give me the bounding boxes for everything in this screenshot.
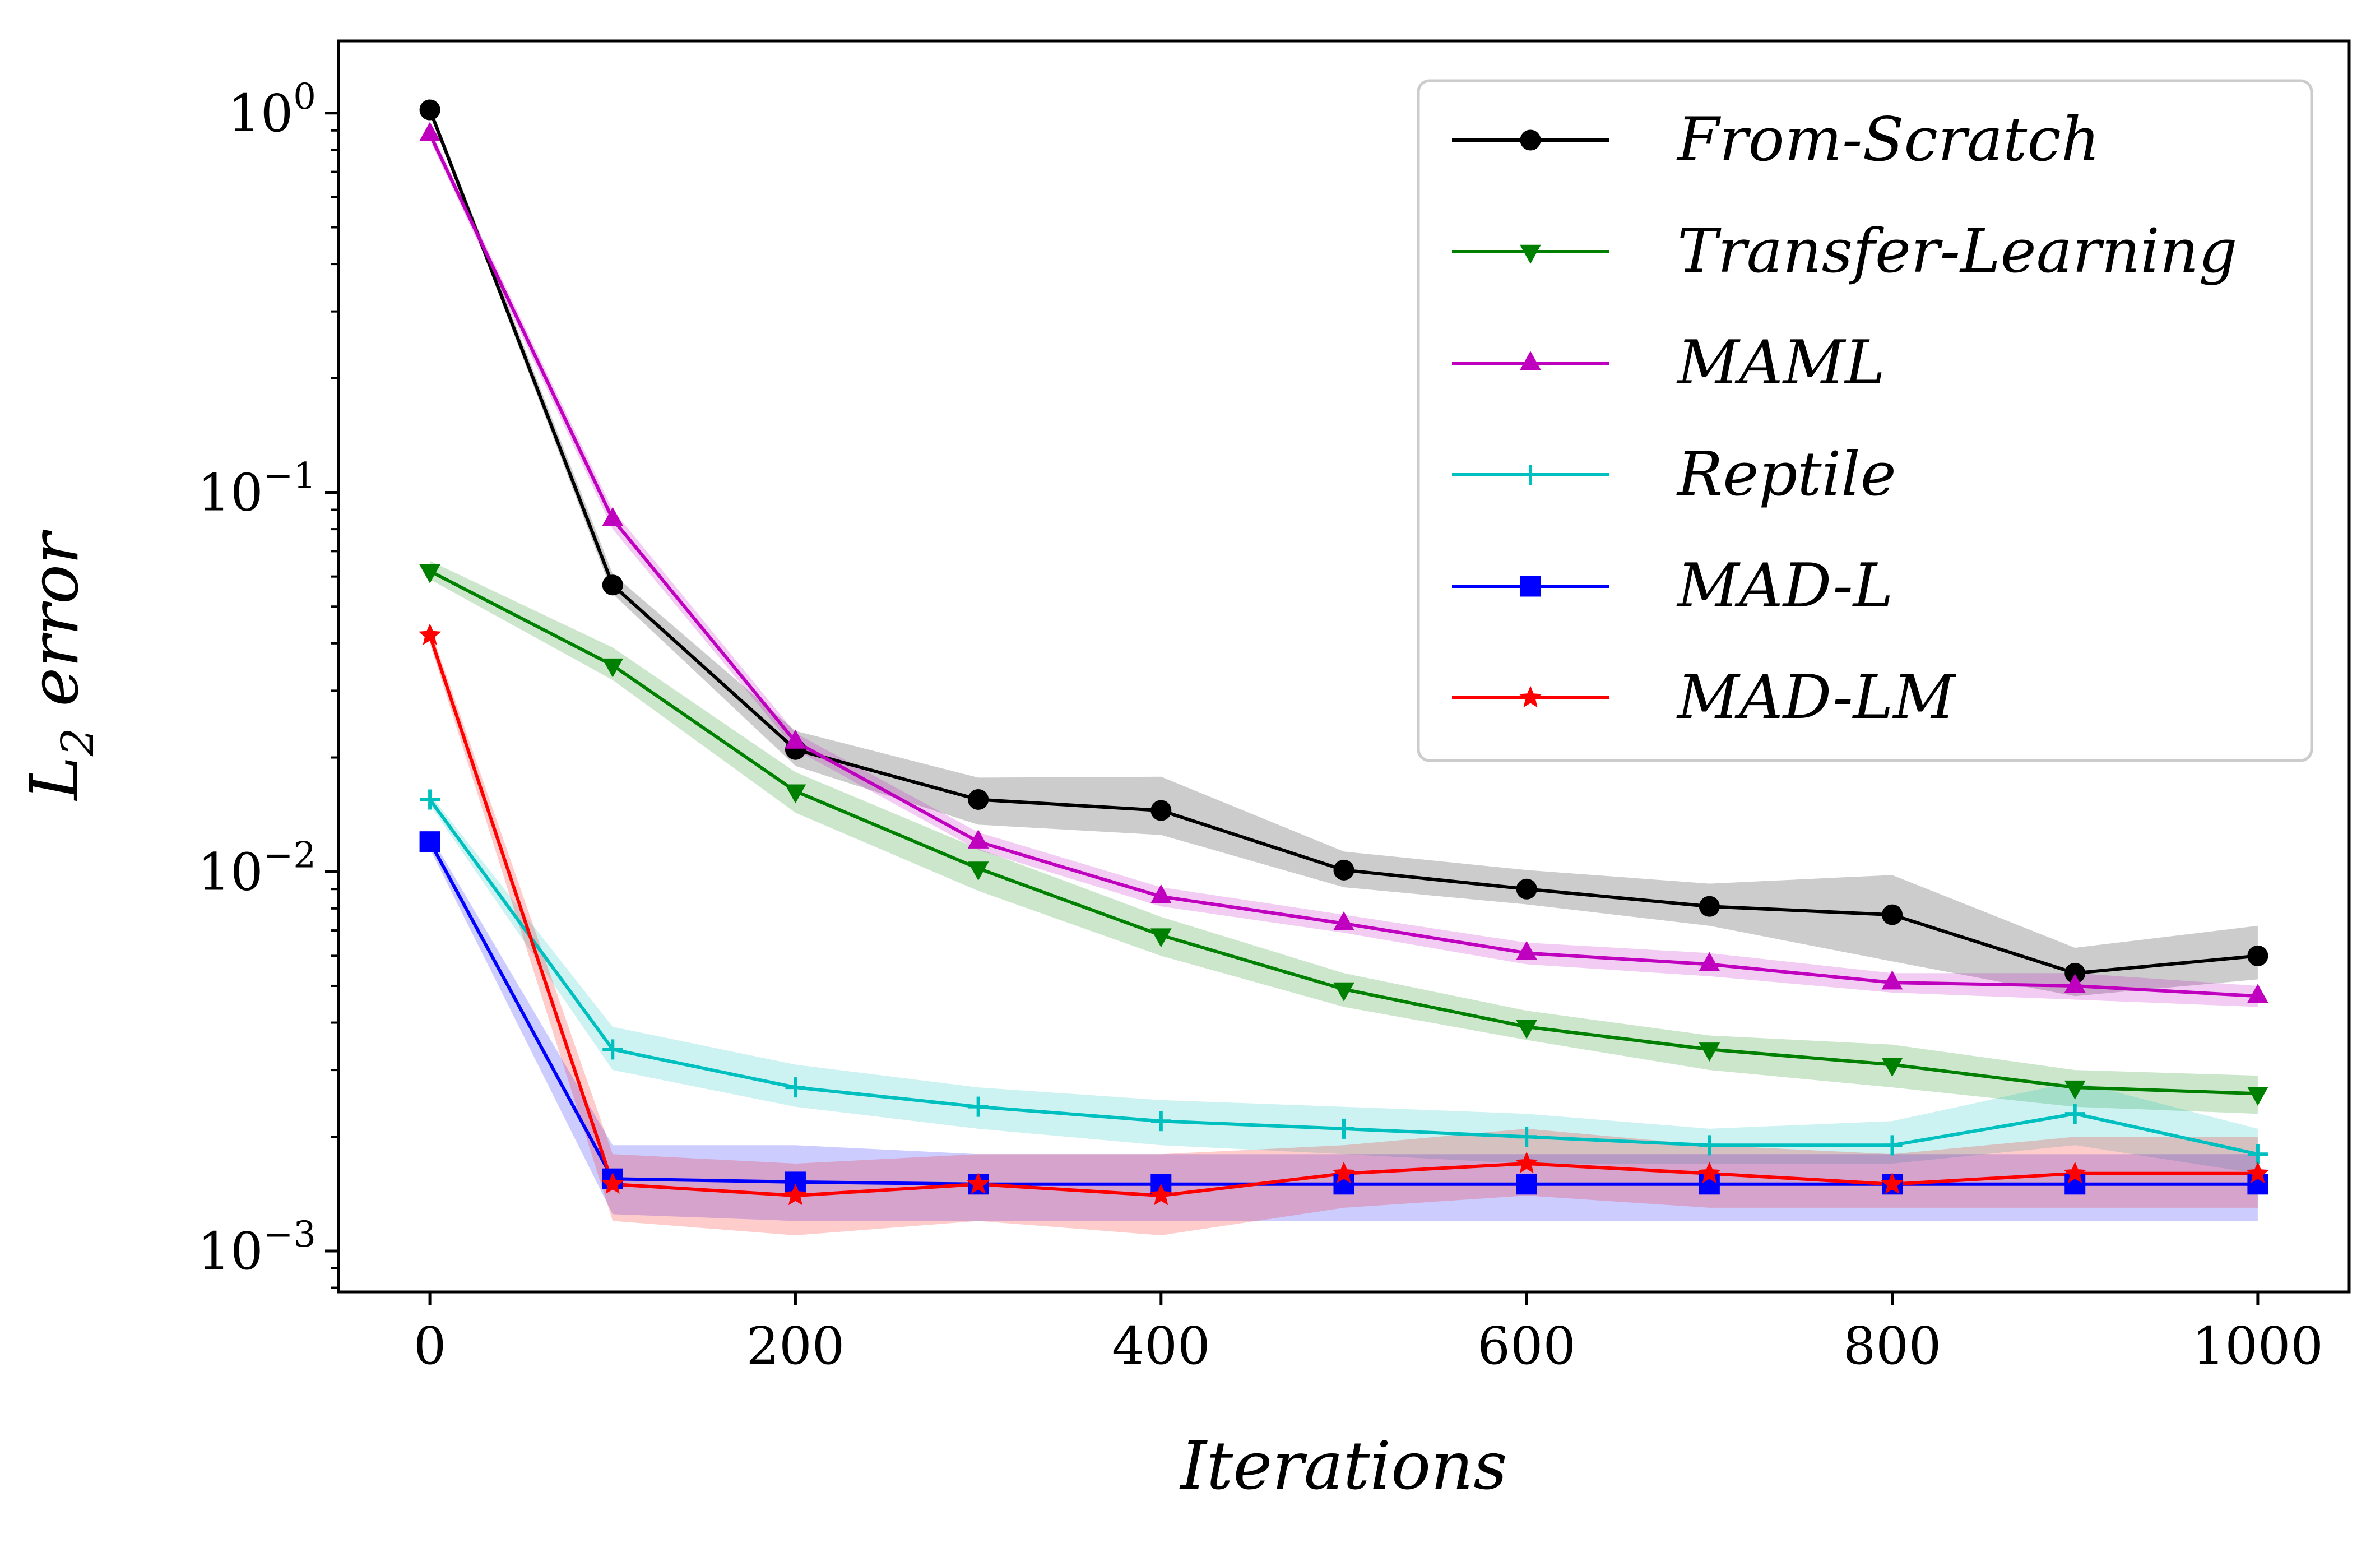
point-reptile [420,789,440,810]
point-reptile [2247,1144,2268,1165]
point-mad-lm [967,1172,990,1194]
legend-label: MAD-L [1676,551,1893,621]
x-tick-label: 0 [414,1316,447,1376]
legend-marker [1520,244,1541,264]
legend-label: MAD-LM [1676,662,1956,733]
point-from-scratch [1516,878,1537,900]
x-axis: 0 200 400 600 800 1000 [414,1292,2323,1376]
point-reptile [1334,1118,1354,1139]
x-tick-label: 400 [1112,1316,1210,1376]
legend-label: MAML [1676,328,1885,398]
point-reptile [2064,1104,2085,1124]
point-transfer-learning [419,564,440,583]
point-maml [1881,970,1903,990]
point-maml [419,122,440,141]
y-tick-label: 10−3 [198,1214,316,1281]
point-maml [2064,974,2086,993]
point-reptile [1882,1135,1903,1156]
point-transfer-learning [1333,982,1354,1002]
point-mad-lm [1149,1183,1173,1206]
y-tick-label: 10−2 [198,835,316,902]
y-tick-label: 10−1 [198,456,316,523]
legend: From-Scratch Transfer-Learning MAML Reptile… [1417,79,2313,762]
point-maml [1699,952,1720,971]
point-mad-lm [1515,1151,1538,1174]
point-transfer-learning [967,861,989,881]
y-tick-label: 100 [228,76,316,143]
point-transfer-learning [2064,1080,2086,1100]
point-from-scratch [1882,904,1903,925]
point-from-scratch [1699,896,1720,917]
legend-label: From-Scratch [1676,105,2100,175]
point-maml [1516,940,1538,960]
point-transfer-learning [1699,1042,1720,1062]
point-mad-lm [418,623,442,645]
point-mad-lm [2246,1161,2270,1184]
legend-label: Transfer-Learning [1677,216,2237,286]
point-mad-lm [1881,1172,1904,1194]
point-maml [967,829,989,849]
x-tick-label: 600 [1477,1316,1576,1376]
point-transfer-learning [2247,1086,2268,1106]
point-mad-lm [601,1172,624,1194]
point-reptile [968,1096,989,1117]
point-from-scratch [1333,859,1354,881]
point-mad-lm [2063,1161,2086,1184]
series-markers [418,99,2270,1206]
point-from-scratch [968,789,989,810]
legend-frame [1417,79,2313,762]
point-maml [2247,984,2268,1003]
legend-item-transfer-learning: Transfer-Learning [1452,216,2237,286]
legend-label: Reptile [1676,439,1896,509]
legend-item-mad-l: MAD-L [1452,551,1893,621]
point-reptile [785,1077,806,1098]
point-mad-l [1516,1174,1537,1195]
point-transfer-learning [1516,1020,1538,1039]
point-maml [602,507,624,526]
point-mad-lm [1698,1161,1721,1184]
point-maml [1150,884,1172,903]
x-tick-label: 1000 [2192,1316,2323,1376]
band-transfer-learning [430,560,2258,1114]
point-reptile [1516,1127,1537,1147]
y-axis-title-subscript: 2 [52,728,104,757]
legend-marker [1519,685,1542,708]
y-axis-title-main: L [16,756,93,801]
y-axis-title: L2 error [16,529,104,801]
x-tick-label: 800 [1843,1316,1942,1376]
point-from-scratch [2247,945,2268,966]
y-axis-title-suffix: error [16,529,93,728]
point-transfer-learning [1150,928,1172,948]
band-maml [430,128,2258,1007]
legend-item-from-scratch: From-Scratch [1452,105,2100,175]
point-mad-l [419,831,440,852]
point-from-scratch [602,574,623,596]
point-transfer-learning [1881,1058,1903,1077]
point-reptile [602,1039,623,1060]
point-reptile [1150,1111,1171,1132]
point-mad-lm [784,1183,807,1206]
legend-item-maml: MAML [1452,328,1885,398]
x-tick-label: 200 [746,1316,845,1376]
point-from-scratch [1150,800,1172,821]
legend-item-reptile: Reptile [1452,439,1896,509]
point-maml [1333,911,1354,930]
point-mad-lm [1332,1161,1356,1184]
point-from-scratch [419,99,440,121]
legend-marker [1520,129,1541,151]
point-reptile [1699,1135,1720,1156]
x-axis-title: Iterations [1179,1427,1507,1504]
point-transfer-learning [785,784,806,804]
point-maml [785,729,806,749]
legend-marker [1520,576,1541,597]
legend-item-mad-lm: MAD-LM [1452,662,1956,733]
band-reptile [430,794,2258,1174]
plot-frame [337,39,2351,1294]
legend-marker [1520,351,1541,370]
point-transfer-learning [602,658,624,678]
legend-marker [1520,465,1541,485]
y-axis: 100 10−1 10−2 10−3 [198,76,338,1289]
